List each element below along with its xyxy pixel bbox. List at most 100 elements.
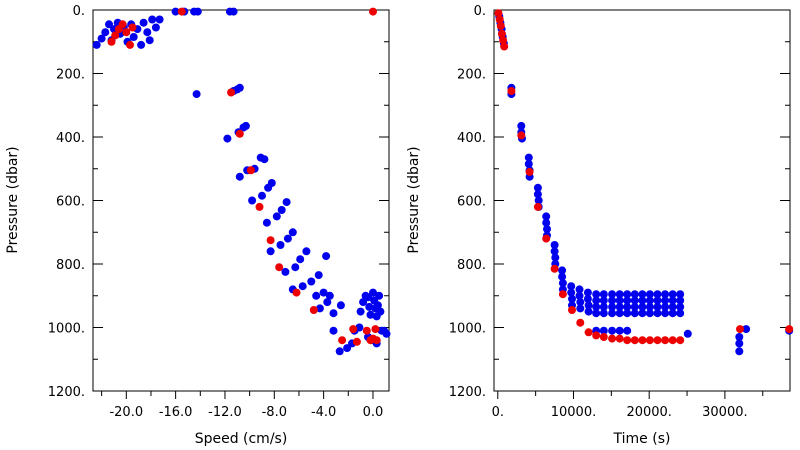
red-point xyxy=(126,40,134,49)
blue-point xyxy=(653,309,662,318)
red-point xyxy=(630,336,639,345)
blue-point xyxy=(550,247,559,256)
red-point xyxy=(608,334,617,343)
blue-point xyxy=(542,218,551,227)
blue-point xyxy=(592,290,601,299)
blue-point xyxy=(575,285,584,294)
speed-pressure-panel: -20.0 -16.0 -12.0 -8.0 -4.0 0.0 0. 200. 400. 600… xyxy=(5,4,391,447)
blue-point xyxy=(638,290,647,299)
blue-point xyxy=(599,309,608,318)
blue-point xyxy=(145,36,154,45)
blue-point xyxy=(623,296,632,305)
red-point xyxy=(668,336,677,345)
blue-point xyxy=(551,253,560,262)
blue-point xyxy=(105,20,113,29)
red-point xyxy=(576,318,585,327)
blue-point xyxy=(312,291,321,300)
blue-point xyxy=(329,309,338,318)
blue-point xyxy=(676,296,685,305)
blue-point xyxy=(599,326,608,335)
blue-point xyxy=(645,302,654,311)
red-point xyxy=(500,42,509,51)
blue-point xyxy=(366,310,375,319)
x-tick-label: -20.0 xyxy=(109,405,143,420)
blue-point xyxy=(298,282,307,291)
blue-point xyxy=(638,296,647,305)
red-point xyxy=(107,37,116,46)
blue-point xyxy=(382,329,391,338)
blue-point xyxy=(325,291,334,300)
blue-point xyxy=(615,309,624,318)
blue-point xyxy=(171,7,180,16)
blue-point xyxy=(661,309,670,318)
x-tick-label: -12.0 xyxy=(208,405,242,420)
blue-point xyxy=(151,23,160,32)
red-point xyxy=(525,167,534,176)
blue-point xyxy=(653,290,662,299)
red-point xyxy=(122,28,131,37)
y-tick-label: 200. xyxy=(56,68,85,83)
blue-point xyxy=(661,296,670,305)
blue-point xyxy=(653,296,662,305)
blue-point xyxy=(645,290,654,299)
red-point xyxy=(349,325,358,334)
blue-point xyxy=(615,302,624,311)
x-tick-labels: -20.0 -16.0 -12.0 -8.0 -4.0 0.0 xyxy=(109,405,383,420)
blue-point xyxy=(356,307,365,316)
y-tick-label: 600. xyxy=(457,195,486,210)
blue-point xyxy=(315,304,324,313)
blue-point xyxy=(558,272,567,281)
x-tick-label: -16.0 xyxy=(159,405,193,420)
red-point xyxy=(371,325,380,334)
blue-point xyxy=(223,134,232,143)
blue-point xyxy=(335,347,344,356)
blue-point xyxy=(281,267,290,276)
red-point xyxy=(255,202,264,211)
blue-point xyxy=(291,263,300,272)
red-point xyxy=(645,336,654,345)
blue-point xyxy=(283,234,292,243)
plot-frame xyxy=(92,9,390,392)
x-tick-label: 10000. xyxy=(551,405,597,420)
red-point xyxy=(352,337,361,346)
blue-point xyxy=(359,298,368,307)
blue-point xyxy=(623,302,632,311)
x-axis-label: Speed (cm/s) xyxy=(195,431,288,447)
blue-point xyxy=(584,307,593,316)
y-tick-label: 1000. xyxy=(48,322,85,337)
blue-point xyxy=(645,309,654,318)
blue-point xyxy=(302,247,311,256)
blue-point xyxy=(139,18,148,27)
blue-point xyxy=(676,309,685,318)
blue-point xyxy=(241,121,250,130)
red-point xyxy=(599,333,608,341)
red-point xyxy=(499,36,508,45)
blue-point xyxy=(193,7,202,16)
blue-point xyxy=(623,326,632,335)
blue-point xyxy=(148,15,157,24)
blue-point xyxy=(630,302,639,311)
blue-point xyxy=(365,302,374,311)
x-tick-label: 30000. xyxy=(702,405,748,420)
blue-point xyxy=(101,28,110,37)
blue-point xyxy=(307,277,316,286)
blue-point xyxy=(542,212,551,221)
red-point xyxy=(517,131,526,140)
red-point xyxy=(362,326,371,335)
red-point xyxy=(558,290,567,299)
red-point xyxy=(533,202,542,211)
blue-point xyxy=(143,28,152,37)
y-tick-label: 800. xyxy=(457,258,486,273)
y-axis-label: Pressure (dbar) xyxy=(406,146,422,253)
blue-point xyxy=(262,218,271,227)
blue-point xyxy=(369,288,377,297)
red-point xyxy=(497,29,506,38)
y-tick-label: 1000. xyxy=(449,322,486,337)
blue-point xyxy=(645,296,654,305)
blue-point xyxy=(524,153,533,162)
red-point xyxy=(118,20,127,29)
y-tick-label: 400. xyxy=(457,131,486,146)
blue-point xyxy=(248,196,257,205)
y-tick-labels: 0. 200. 400. 600. 800. 1000. 1200. xyxy=(48,4,85,400)
blue-point xyxy=(296,255,305,264)
